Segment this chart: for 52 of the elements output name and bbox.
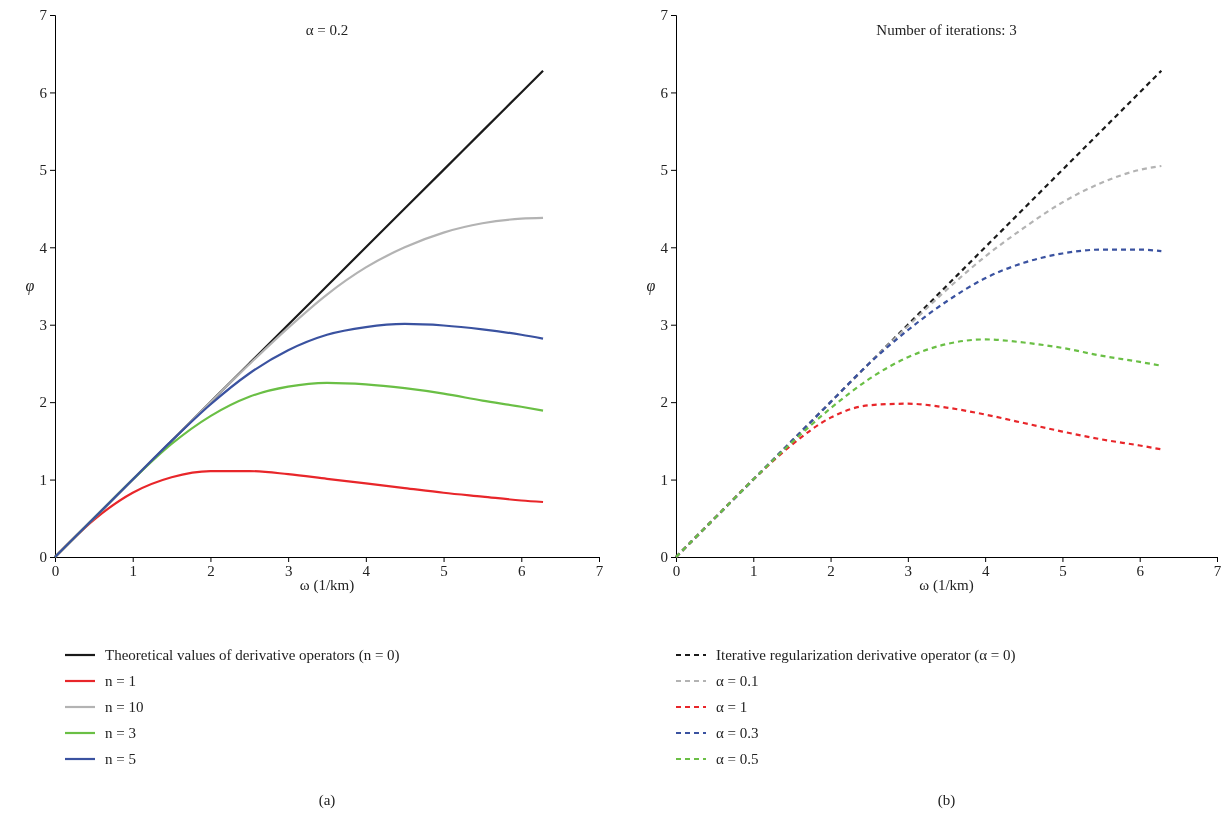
y-tick-label: 3 (39, 317, 47, 334)
y-tick-label: 6 (39, 84, 48, 101)
x-tick-label: 6 (518, 562, 527, 579)
y-tick-label: 7 (660, 7, 669, 24)
y-tick-label: 0 (660, 549, 668, 566)
y-tick-label: 6 (660, 84, 669, 101)
legend-label: α = 0.5 (716, 751, 759, 767)
x-axis-title: ω (1/km) (299, 577, 355, 594)
text: (b) (937, 792, 956, 809)
line-series (53, 322, 545, 559)
x-tick-label: 3 (904, 562, 913, 579)
x-tick-label: 4 (362, 562, 371, 579)
x-tick-label: 0 (672, 562, 681, 579)
legend-label: n = 1 (105, 673, 136, 689)
legend-label: n = 3 (105, 725, 136, 741)
x-tick-label: 1 (750, 562, 758, 579)
x-tick-label: 7 (595, 562, 604, 579)
legend-label: n = 10 (105, 699, 144, 715)
x-axis-title: ω (1/km) (919, 577, 974, 594)
y-axis-title: φ (25, 277, 35, 295)
y-tick-label: 4 (39, 239, 48, 256)
y-tick-label: 7 (39, 7, 48, 24)
y-tick-label: 1 (660, 471, 668, 488)
legend-label: Iterative regularization derivative operator (α = 0) (716, 647, 1016, 664)
y-tick-label: 2 (39, 394, 47, 411)
y-tick-label: 2 (660, 394, 668, 411)
y-tick-label: 5 (660, 162, 668, 179)
legend-label: α = 1 (716, 699, 748, 715)
x-tick-label: 2 (827, 562, 835, 579)
y-axis-title: φ (646, 277, 656, 295)
x-tick-label: 5 (1059, 562, 1067, 579)
x-tick-label: 7 (1213, 562, 1222, 579)
x-tick-label: 6 (1136, 562, 1145, 579)
y-tick-label: 0 (39, 549, 47, 566)
x-tick-label: 2 (207, 562, 215, 579)
x-tick-label: 3 (284, 562, 293, 579)
legend-label: α = 0.3 (716, 725, 759, 741)
y-tick-label: 3 (660, 317, 668, 334)
text: (a) (318, 792, 336, 809)
x-tick-label: 5 (440, 562, 448, 579)
y-tick-label: 1 (39, 471, 47, 488)
y-tick-label: 5 (39, 162, 47, 179)
y-tick-label: 4 (660, 239, 669, 256)
chart-title: α = 0.2 (305, 22, 349, 38)
x-tick-label: 0 (51, 562, 60, 579)
chart-title: Number of iterations: 3 (876, 22, 1017, 38)
legend-label: Theoretical values of derivative operators (n = 0) (105, 647, 400, 664)
x-tick-label: 4 (981, 562, 990, 579)
legend-label: n = 5 (105, 751, 136, 767)
legend-label: α = 0.1 (716, 673, 759, 689)
x-tick-label: 1 (129, 562, 137, 579)
line-series (53, 469, 545, 559)
